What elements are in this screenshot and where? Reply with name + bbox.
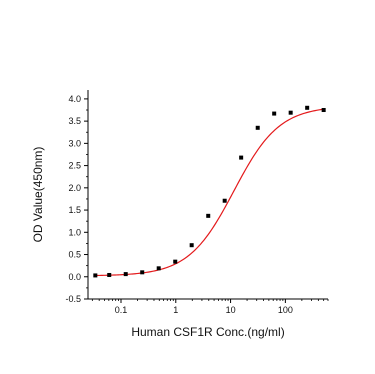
y-tick-label: 0.0 (68, 272, 81, 282)
fit-curve-layer (95, 108, 324, 277)
y-tick-label: 2.0 (68, 183, 81, 193)
data-point (173, 259, 178, 264)
y-tick-label: 2.5 (68, 161, 81, 171)
y-tick-label: -0.5 (65, 294, 81, 304)
data-point (321, 108, 326, 113)
data-point (156, 266, 161, 271)
y-tick-label: 1.5 (68, 205, 81, 215)
data-point (107, 272, 112, 277)
data-point (123, 272, 128, 277)
y-tick-label: 0.5 (68, 250, 81, 260)
data-point (93, 273, 98, 278)
y-tick-label: 3.0 (68, 138, 81, 148)
ticks: 0.1 1 10 100 -0.5 0.0 0.5 1.0 1.5 2.0 2.5 3.0 3.5 4.0 (65, 94, 329, 315)
y-tick-label: 4.0 (68, 94, 81, 104)
x-tick-label: 1 (173, 305, 178, 315)
data-point (272, 111, 277, 116)
x-axis-title: Human CSF1R Conc.(ng/ml) (131, 325, 284, 339)
data-point (222, 198, 227, 203)
data-point (206, 213, 211, 218)
axes (87, 90, 328, 300)
x-tick-label: 100 (278, 305, 293, 315)
fit-curve (95, 108, 324, 277)
data-points-layer (93, 105, 326, 278)
y-tick-label: 3.5 (68, 116, 81, 126)
data-point (239, 155, 244, 160)
data-point (140, 270, 145, 275)
data-point (255, 125, 260, 130)
y-tick-label: 1.0 (68, 227, 81, 237)
data-point (305, 105, 310, 110)
y-axis-title: OD Value(450nm) (31, 147, 45, 243)
x-tick-label: 10 (226, 305, 236, 315)
data-point (288, 110, 293, 115)
x-tick-label: 0.1 (115, 305, 128, 315)
data-point (189, 243, 194, 248)
